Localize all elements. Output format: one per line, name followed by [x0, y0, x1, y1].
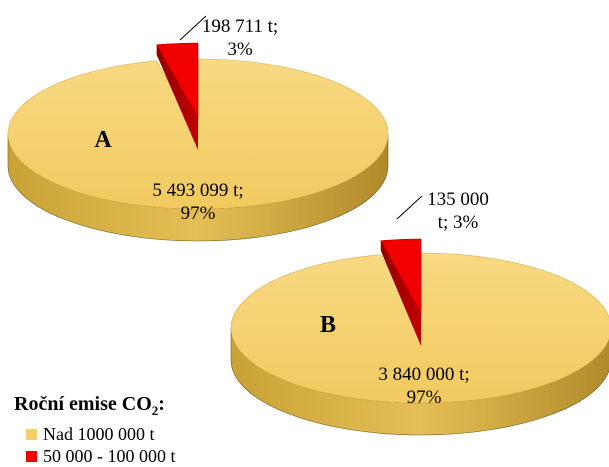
leader-line-a: [179, 15, 207, 41]
legend-label-large: Nad 1000 000 t: [43, 423, 155, 444]
legend-swatch-small: [26, 450, 37, 462]
pie-b-slice-small: [380, 238, 422, 315]
legend-item-small: 50 000 - 100 000 t: [26, 445, 230, 467]
pie-b-title: B: [320, 312, 336, 338]
legend: Roční emise CO2: Nad 1000 000 t 50 000 -…: [10, 392, 230, 467]
pie-a: A 5 493 099 t; 97% 198 711 t; 3%: [7, 15, 389, 242]
data-label-a-large: 5 493 099 t; 97%: [152, 180, 243, 224]
pie-a-slice-large: [7, 58, 389, 210]
data-label-b-large: 3 840 000 t; 97%: [378, 364, 469, 408]
data-label-b-small: 135 000 t; 3%: [427, 189, 489, 233]
pie-a-title: A: [94, 127, 112, 153]
pie-a-slice-small: [156, 42, 199, 120]
data-label-a-small: 198 711 t; 3%: [202, 16, 278, 60]
legend-swatch-large: [26, 428, 37, 440]
pie-b-slice-small-side: [380, 240, 421, 346]
leader-line-b: [396, 195, 423, 220]
legend-label-small: 50 000 - 100 000 t: [43, 445, 176, 466]
pie-a-slice-small-side: [156, 44, 198, 150]
pie-b: B 3 840 000 t; 97% 135 000 t; 3%: [230, 189, 609, 436]
legend-title: Roční emise CO2:: [14, 393, 165, 418]
legend-item-large: Nad 1000 000 t: [26, 423, 230, 445]
